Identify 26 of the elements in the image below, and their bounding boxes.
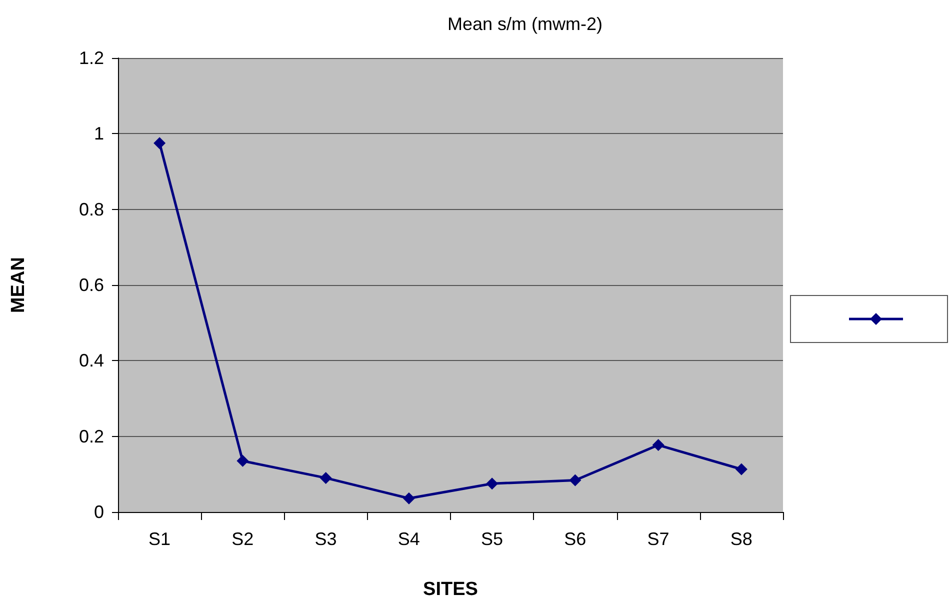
x-tick-label: S1 — [148, 529, 171, 549]
x-tick-label: S7 — [647, 529, 670, 549]
y-tick-label: 0.4 — [78, 350, 104, 371]
point — [569, 474, 582, 486]
x-tick-label: S8 — [730, 529, 752, 549]
y-tick-label: 0.8 — [78, 199, 104, 220]
point — [320, 472, 332, 484]
x-tick-label: S2 — [232, 529, 254, 549]
point — [486, 478, 498, 490]
chart-title: Mean s/m (mwm-2) — [447, 14, 603, 34]
y-tick-label: 0 — [94, 502, 104, 522]
x-axis-title: SITES — [423, 579, 478, 600]
point — [236, 454, 249, 467]
y-tick-label: 0.6 — [78, 275, 104, 295]
point — [735, 463, 748, 476]
y-axis-title: MEAN — [8, 257, 29, 313]
x-tick-label: S5 — [481, 529, 504, 549]
point — [652, 439, 664, 452]
y-tick-label: 1 — [94, 124, 104, 144]
x-tick-label: S4 — [398, 529, 420, 549]
x-tick-label: S6 — [564, 529, 586, 549]
point — [154, 137, 166, 150]
x-tick-label: S3 — [314, 529, 337, 549]
point — [402, 492, 415, 504]
y-tick-label: 1.2 — [78, 48, 104, 68]
y-tick-label: 0.2 — [78, 426, 104, 446]
